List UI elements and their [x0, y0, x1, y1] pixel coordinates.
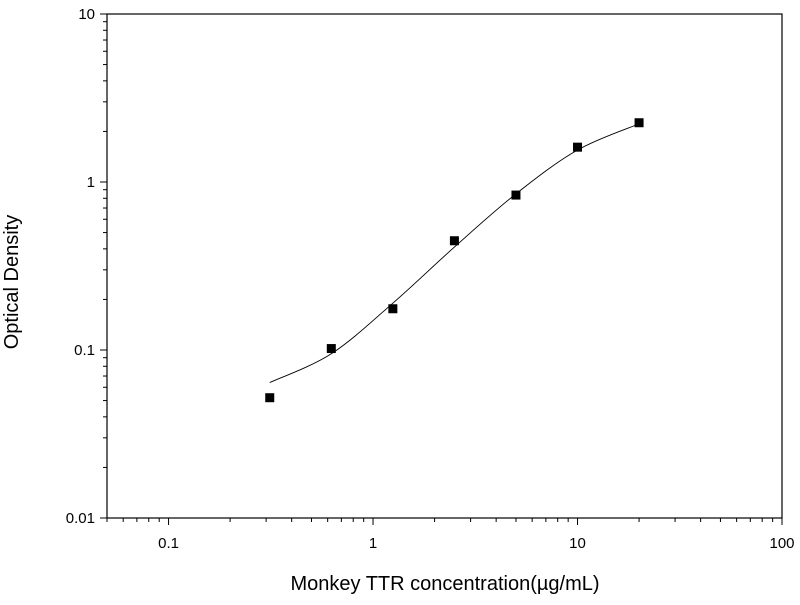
y-axis-title: Optical Density: [1, 215, 23, 350]
data-point: [573, 142, 583, 152]
data-point: [511, 190, 521, 200]
y-tick-label: 10: [78, 6, 95, 23]
data-point: [265, 393, 275, 403]
x-tick-label: 0.1: [158, 535, 179, 552]
x-tick-label: 10: [569, 535, 586, 552]
data-point: [388, 304, 398, 314]
axis-ticks: [100, 13, 783, 525]
x-tick-label: 1: [369, 535, 377, 552]
plot-frame: [106, 13, 783, 519]
y-tick-label: 1: [87, 174, 95, 191]
data-points: [265, 118, 644, 403]
data-point: [634, 118, 644, 128]
y-tick-label: 0.1: [74, 342, 95, 359]
x-tick-label: 100: [769, 535, 794, 552]
fit-curve: [269, 123, 640, 383]
data-point: [326, 344, 336, 354]
data-point: [449, 236, 459, 246]
y-tick-label: 0.01: [66, 510, 95, 527]
tick-labels: 0.1 1 10 100 0.01 0.1 1 10: [66, 6, 795, 552]
x-axis-title: Monkey TTR concentration(µg/mL): [290, 573, 599, 595]
